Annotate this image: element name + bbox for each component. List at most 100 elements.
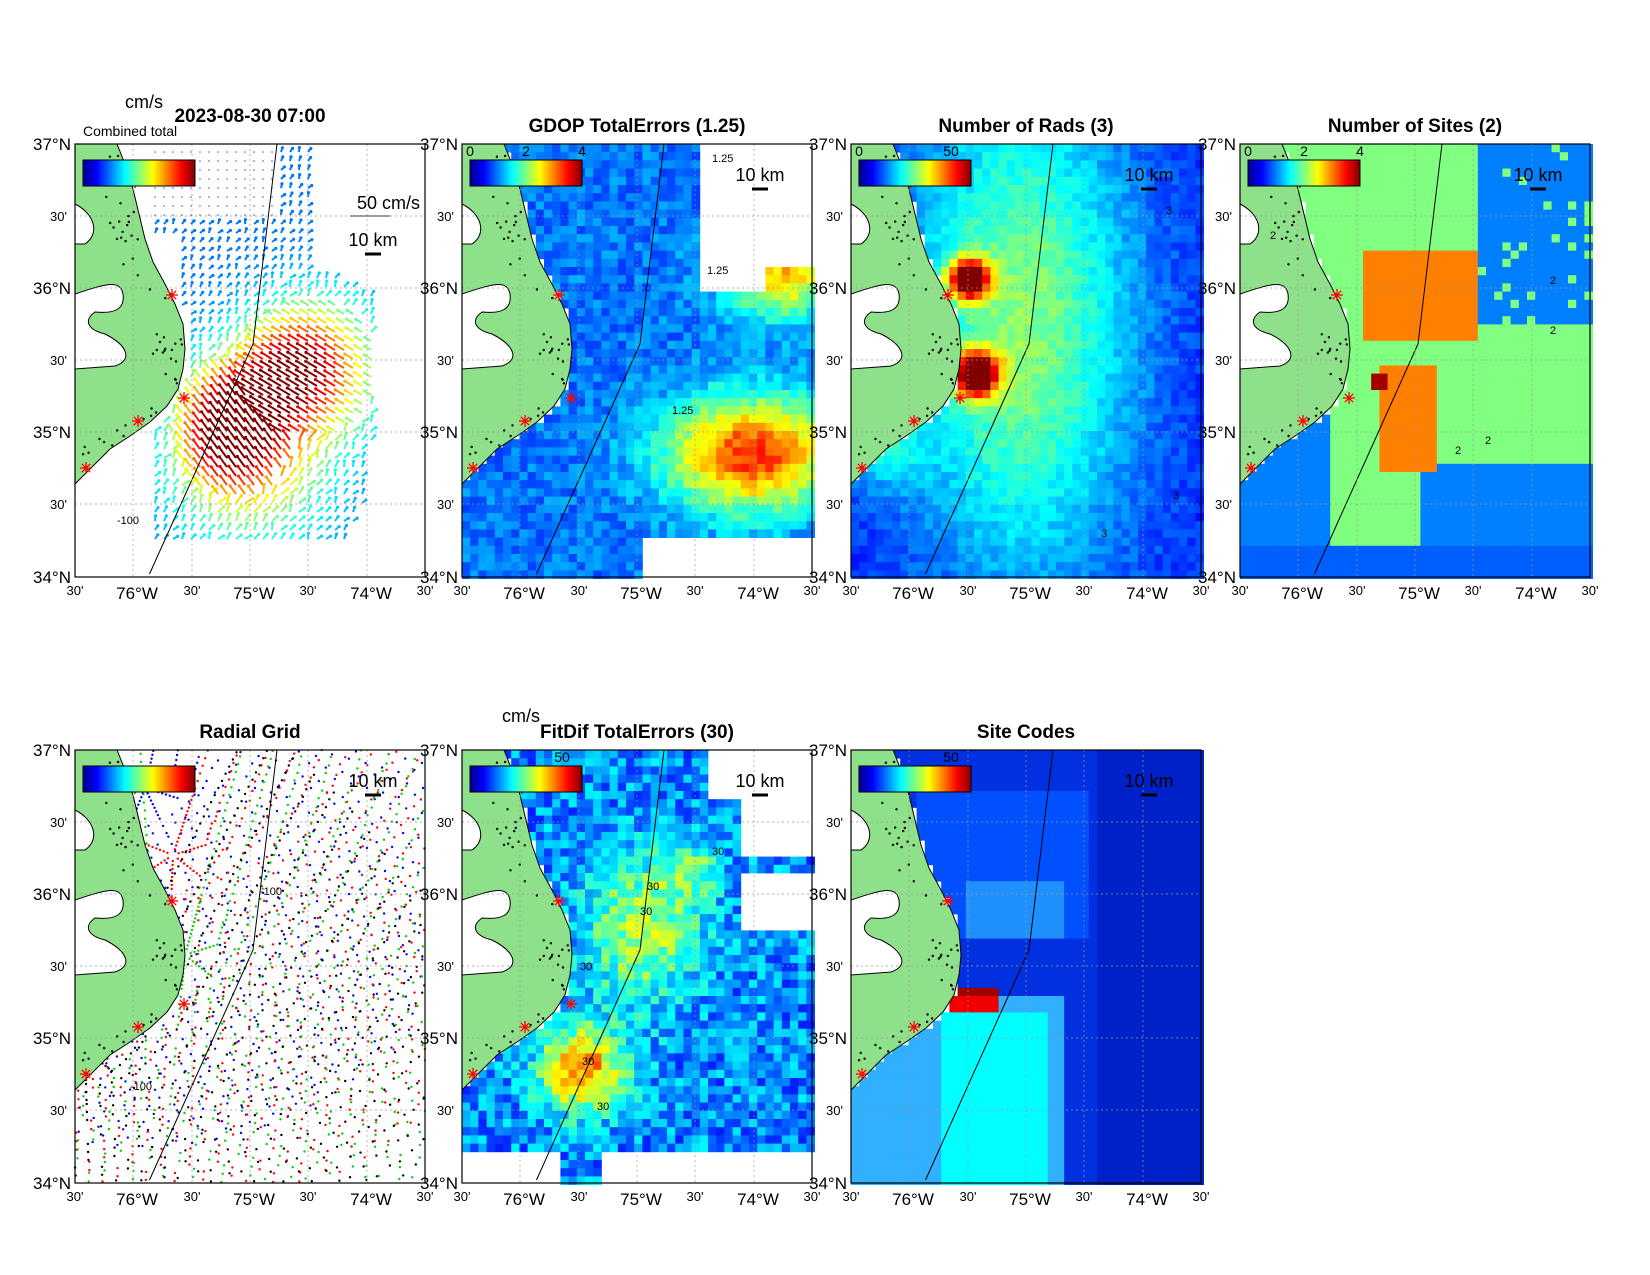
current-vector bbox=[253, 409, 264, 423]
field-cell bbox=[675, 357, 684, 366]
field-cell bbox=[568, 529, 578, 538]
field-cell bbox=[806, 414, 815, 424]
field-cell bbox=[576, 144, 586, 153]
field-cell bbox=[683, 422, 692, 432]
field-cell bbox=[1129, 250, 1139, 260]
field-cell bbox=[974, 258, 983, 268]
vector-dot bbox=[217, 196, 219, 198]
current-vector bbox=[268, 414, 282, 423]
vector-head bbox=[238, 219, 242, 223]
field-cell bbox=[708, 390, 717, 399]
vector-head bbox=[235, 298, 239, 302]
coast-detail bbox=[126, 223, 129, 227]
field-cell bbox=[593, 373, 602, 383]
field-cell bbox=[683, 185, 692, 194]
field-cell bbox=[1097, 193, 1106, 202]
field-cell bbox=[1031, 316, 1040, 325]
field-cell bbox=[957, 291, 967, 301]
field-cell bbox=[1170, 176, 1180, 186]
field-cell bbox=[617, 562, 627, 571]
field-cell bbox=[1023, 357, 1032, 366]
field-cell bbox=[1129, 332, 1139, 342]
field-cell bbox=[585, 488, 594, 497]
field-cell bbox=[642, 488, 651, 497]
field-cell bbox=[1179, 267, 1188, 276]
field-cell bbox=[1162, 332, 1172, 342]
field-cell bbox=[998, 242, 1008, 251]
field-cell bbox=[1023, 209, 1032, 219]
field-cell bbox=[1056, 283, 1065, 292]
field-cell bbox=[626, 455, 635, 465]
vector-head bbox=[372, 289, 376, 293]
current-vector bbox=[200, 420, 210, 432]
field-cell bbox=[552, 275, 561, 284]
field-cell bbox=[757, 390, 766, 399]
field-cell bbox=[1064, 496, 1073, 506]
field-cell bbox=[642, 193, 651, 202]
field-cell bbox=[974, 250, 983, 260]
field-cell bbox=[593, 513, 602, 522]
field-cell bbox=[568, 324, 578, 333]
field-cell bbox=[916, 455, 926, 465]
field-cell bbox=[1064, 332, 1073, 342]
field-cell bbox=[974, 275, 983, 284]
field-cell bbox=[576, 324, 586, 333]
vector-head bbox=[227, 366, 231, 370]
vector-head bbox=[192, 343, 197, 347]
field-cell bbox=[1088, 349, 1098, 358]
field-cell bbox=[965, 472, 975, 481]
field-cell bbox=[593, 316, 602, 325]
field-cell bbox=[1162, 152, 1172, 161]
field-cell bbox=[941, 455, 950, 465]
field-cell bbox=[658, 340, 668, 350]
field-cell bbox=[601, 554, 610, 563]
field-cell bbox=[1129, 422, 1139, 432]
vector-dot bbox=[199, 214, 201, 216]
vector-head bbox=[286, 477, 290, 481]
field-cell bbox=[998, 480, 1008, 489]
vector-head bbox=[156, 441, 160, 446]
field-cell bbox=[1179, 431, 1188, 440]
field-cell bbox=[974, 357, 983, 366]
field-cell bbox=[708, 381, 717, 391]
field-cell bbox=[908, 431, 917, 440]
field-cell bbox=[617, 381, 627, 391]
field-cell bbox=[691, 324, 701, 333]
field-cell bbox=[601, 267, 610, 276]
field-cell bbox=[1121, 488, 1131, 497]
vector-head bbox=[192, 447, 196, 451]
vector-head bbox=[274, 246, 278, 250]
field-cell bbox=[1162, 299, 1172, 309]
field-cell bbox=[699, 373, 709, 383]
units-label: cm/s bbox=[125, 92, 163, 112]
field-cell bbox=[1056, 349, 1065, 358]
field-cell bbox=[1154, 349, 1163, 358]
field-cell bbox=[1121, 431, 1131, 440]
field-cell bbox=[1113, 431, 1122, 440]
field-cell bbox=[1129, 357, 1139, 366]
field-cell bbox=[716, 529, 725, 538]
field-cell bbox=[1080, 299, 1090, 309]
vector-head bbox=[210, 475, 214, 479]
vector-head bbox=[295, 395, 299, 400]
field-cell bbox=[749, 521, 758, 530]
field-cell bbox=[757, 439, 766, 448]
vector-head bbox=[346, 498, 350, 502]
field-cell bbox=[1105, 193, 1114, 202]
field-cell bbox=[1047, 373, 1057, 383]
current-vector bbox=[259, 369, 273, 378]
field-cell bbox=[683, 168, 692, 178]
field-cell bbox=[1056, 324, 1065, 333]
field-cell bbox=[658, 316, 668, 325]
vector-head bbox=[299, 262, 303, 266]
field-cell bbox=[601, 398, 610, 407]
field-cell bbox=[1006, 242, 1016, 251]
vector-head bbox=[183, 218, 187, 222]
vector-head bbox=[263, 317, 267, 321]
field-cell bbox=[1064, 381, 1073, 391]
field-cell bbox=[1039, 324, 1049, 333]
field-cell bbox=[617, 332, 627, 342]
field-cell bbox=[790, 324, 799, 333]
vector-head bbox=[281, 227, 285, 231]
field-cell bbox=[585, 357, 594, 366]
